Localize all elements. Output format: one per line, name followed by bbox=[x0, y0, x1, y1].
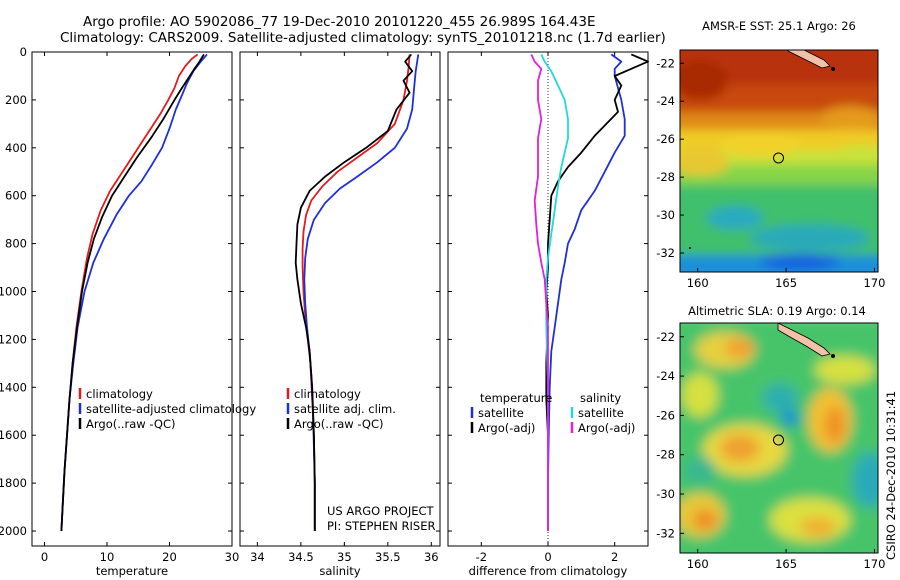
x-tick-label: 34 bbox=[250, 550, 265, 564]
figure-title-line1: Argo profile: AO 5902086_77 19-Dec-2010 … bbox=[83, 14, 596, 30]
y-tick-label: 1600 bbox=[0, 428, 27, 442]
y-tick-label: -22 bbox=[656, 56, 675, 70]
y-tick-label: -30 bbox=[656, 487, 675, 501]
x-tick-label: 170 bbox=[863, 557, 885, 571]
y-tick-label: 1000 bbox=[0, 285, 27, 299]
y-tick-label: 2000 bbox=[0, 524, 27, 538]
y-tick-label: -30 bbox=[656, 208, 675, 222]
x-tick-label: 160 bbox=[687, 557, 709, 571]
sst-map: AMSR-E SST: 25.1 Argo: 26 bbox=[656, 19, 885, 290]
difference-axis-label: difference from climatology bbox=[469, 564, 628, 578]
y-tick-label: -32 bbox=[656, 526, 675, 540]
legend-entry: Argo(..raw -QC) bbox=[294, 417, 384, 431]
salinity-axis-label: salinity bbox=[319, 564, 360, 578]
legend-group-header: salinity bbox=[580, 391, 621, 405]
new-caledonia-landmass bbox=[777, 323, 831, 357]
temperature-panel: 0 10 20 30 0 200 400 600 800 1000 1200 1400 1600 1800… bbox=[0, 45, 256, 578]
legend-entry: satellite-adjusted climatology bbox=[86, 402, 256, 416]
series-line bbox=[60, 53, 208, 532]
y-tick-label: 1800 bbox=[0, 476, 27, 490]
x-tick-label: 170 bbox=[863, 276, 885, 290]
x-tick-label: 160 bbox=[687, 276, 709, 290]
series-line bbox=[547, 53, 626, 531]
side-caption: CSIRO 24-Dec-2010 10:31:41 bbox=[884, 391, 898, 560]
y-tick-label: 200 bbox=[5, 93, 27, 107]
legend-entry: satellite adj. clim. bbox=[294, 402, 396, 416]
project-credit-line2: PI: STEPHEN RISER bbox=[327, 519, 436, 533]
x-tick-label: 10 bbox=[100, 550, 115, 564]
legend-entry: Argo(..raw -QC) bbox=[86, 417, 176, 431]
sla-map: Altimetric SLA: 0.19 Argo: 0.14 bbox=[656, 304, 885, 571]
sst-map-title: AMSR-E SST: 25.1 Argo: 26 bbox=[702, 19, 856, 33]
series-line bbox=[301, 54, 411, 531]
legend-entry: climatology bbox=[86, 387, 153, 401]
salinity-axes-frame bbox=[239, 51, 441, 547]
x-tick-label: 0 bbox=[544, 550, 551, 564]
x-tick-label: 20 bbox=[162, 550, 177, 564]
legend-group-header: temperature bbox=[480, 391, 552, 405]
series-line bbox=[303, 54, 420, 531]
series-line bbox=[294, 53, 414, 531]
series-line bbox=[60, 53, 205, 532]
x-tick-label: 34.5 bbox=[288, 550, 314, 564]
y-tick-label: -32 bbox=[656, 246, 675, 260]
project-credit-line1: US ARGO PROJECT bbox=[327, 504, 435, 518]
figure-title-line2: Climatology: CARS2009. Satellite-adjuste… bbox=[60, 30, 666, 46]
y-tick-label: -28 bbox=[656, 170, 675, 184]
x-tick-label: 36 bbox=[424, 550, 439, 564]
series-line bbox=[545, 53, 649, 531]
sla-field bbox=[680, 323, 878, 553]
x-tick-label: -2 bbox=[476, 550, 487, 564]
legend-entry: climatology bbox=[294, 387, 361, 401]
x-tick-label: 165 bbox=[775, 557, 797, 571]
legend-entry: satellite bbox=[478, 406, 524, 420]
x-tick-label: 30 bbox=[225, 550, 240, 564]
y-tick-label: -22 bbox=[656, 330, 675, 344]
y-tick-label: 0 bbox=[20, 45, 27, 59]
y-tick-label: -24 bbox=[656, 94, 675, 108]
new-caledonia-landmass bbox=[785, 50, 831, 69]
x-tick-label: 165 bbox=[775, 276, 797, 290]
x-tick-label: 0 bbox=[41, 550, 48, 564]
sst-map-frame bbox=[679, 49, 879, 273]
y-tick-label: -24 bbox=[656, 369, 675, 383]
legend-entry: Argo(-adj) bbox=[578, 421, 635, 435]
salinity-panel: 34 34.5 35 35.5 36 salinity climatologysatelli… bbox=[239, 51, 441, 578]
argo-float-marker bbox=[773, 434, 784, 446]
legend-entry: satellite bbox=[578, 406, 624, 420]
y-tick-label: 1400 bbox=[0, 380, 27, 394]
sst-field bbox=[680, 50, 878, 272]
sla-map-title: Altimetric SLA: 0.19 Argo: 0.14 bbox=[688, 304, 866, 318]
argo-float-marker bbox=[773, 152, 784, 164]
x-tick-label: 2 bbox=[611, 550, 618, 564]
x-tick-label: 35 bbox=[337, 550, 352, 564]
series-line bbox=[530, 54, 549, 531]
temperature-axis-label: temperature bbox=[96, 564, 168, 578]
y-tick-label: 800 bbox=[5, 237, 27, 251]
y-tick-label: -26 bbox=[656, 408, 675, 422]
y-tick-label: 1200 bbox=[0, 332, 27, 346]
legend-entry: Argo(-adj) bbox=[478, 421, 535, 435]
x-tick-label: 35.5 bbox=[375, 550, 401, 564]
y-tick-label: 400 bbox=[5, 141, 27, 155]
sst-map-axes: 160 165 170 -22 -24 -26 -28 -30 -32 bbox=[656, 56, 885, 290]
y-tick-label: -26 bbox=[656, 132, 675, 146]
temperature-axes-frame bbox=[31, 51, 233, 547]
y-tick-label: 600 bbox=[5, 189, 27, 203]
sla-map-axes: 160 165 170 -22 -24 -26 -28 -30 -32 bbox=[656, 330, 885, 571]
y-tick-label: -28 bbox=[656, 448, 675, 462]
sla-map-frame bbox=[679, 322, 879, 554]
